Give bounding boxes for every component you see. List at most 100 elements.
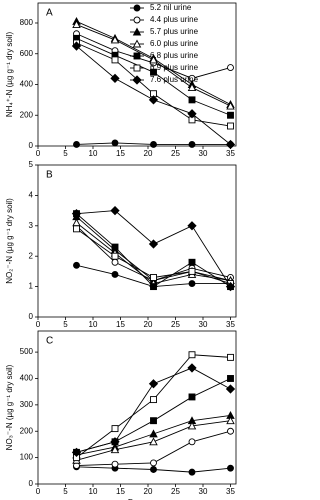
marker — [73, 225, 80, 233]
marker — [111, 425, 119, 433]
marker — [148, 239, 159, 249]
y-tick-label: 200 — [20, 110, 34, 119]
y-tick-label: 4 — [29, 191, 34, 200]
y-tick-label: 600 — [20, 49, 34, 58]
marker — [110, 35, 120, 44]
x-tick-label: 20 — [144, 320, 153, 329]
x-tick-label: 30 — [199, 149, 208, 158]
marker — [71, 41, 82, 51]
marker — [111, 258, 119, 266]
legend-marker — [132, 27, 142, 36]
marker — [110, 205, 120, 216]
legend-label: 4.4 plus urine — [150, 15, 199, 24]
y-tick-label: 0 — [29, 312, 34, 321]
y-tick-label: 500 — [20, 347, 34, 356]
panel-label: B — [46, 170, 53, 181]
panel-label: C — [46, 336, 53, 347]
x-tick-label: 25 — [171, 487, 180, 496]
x-tick-label: 25 — [171, 149, 180, 158]
legend-label: 6.9 plus urine — [150, 63, 199, 72]
marker — [150, 68, 157, 76]
marker — [188, 258, 196, 266]
plot-frame — [37, 164, 237, 318]
x-tick-label: 5 — [63, 487, 68, 496]
x-tick-label: 0 — [36, 487, 41, 496]
marker — [188, 280, 196, 288]
marker — [227, 427, 234, 435]
marker — [72, 218, 81, 227]
x-tick-label: 30 — [199, 320, 208, 329]
marker — [188, 96, 196, 104]
marker — [188, 141, 196, 148]
marker — [150, 459, 157, 467]
x-tick-label: 10 — [89, 487, 98, 496]
marker — [111, 252, 119, 260]
plot-frame — [37, 330, 237, 485]
marker — [187, 363, 197, 373]
marker — [226, 101, 235, 110]
y-tick-label: 2 — [29, 251, 34, 260]
marker — [188, 438, 196, 446]
legend-marker — [133, 4, 141, 12]
y-axis-label: NO₂⁻-N (µg g⁻¹ dry soil) — [5, 198, 14, 284]
y-tick-label: 100 — [20, 453, 34, 462]
marker — [227, 464, 234, 472]
marker — [111, 139, 119, 147]
marker — [225, 384, 236, 394]
y-tick-label: 400 — [20, 374, 34, 383]
marker — [148, 379, 159, 389]
marker — [225, 139, 236, 150]
marker — [227, 353, 234, 361]
marker — [111, 270, 119, 278]
marker — [110, 445, 120, 454]
marker — [188, 393, 196, 401]
legend-label: 6.0 plus urine — [150, 39, 199, 48]
y-tick-label: 300 — [20, 400, 34, 409]
marker — [149, 437, 158, 446]
y-tick-label: 0 — [29, 141, 34, 150]
marker — [149, 429, 158, 438]
x-tick-label: 5 — [63, 149, 68, 158]
y-tick-label: 1 — [29, 282, 34, 291]
legend-marker — [132, 39, 142, 48]
marker — [150, 274, 157, 281]
x-tick-label: 20 — [144, 487, 153, 496]
x-tick-label: 0 — [36, 149, 41, 158]
y-tick-label: 200 — [20, 426, 34, 435]
x-tick-label: 20 — [144, 149, 153, 158]
marker — [187, 421, 197, 430]
marker — [187, 83, 197, 92]
marker — [227, 122, 234, 130]
marker — [187, 221, 197, 231]
x-tick-label: 10 — [89, 149, 98, 158]
marker — [188, 351, 196, 359]
marker — [111, 243, 119, 251]
marker — [111, 460, 119, 468]
marker — [188, 267, 196, 275]
y-tick-label: 0 — [29, 479, 34, 488]
x-tick-label: 15 — [116, 320, 125, 329]
marker — [148, 95, 159, 105]
x-axis-label: Days — [128, 498, 146, 500]
legend-label: 6.8 plus urine — [150, 51, 199, 60]
marker — [72, 20, 81, 28]
marker — [150, 396, 157, 404]
marker — [150, 417, 157, 425]
x-tick-label: 15 — [116, 487, 125, 496]
y-tick-label: 800 — [20, 18, 34, 27]
legend-label: 5.7 plus urine — [150, 27, 199, 36]
x-tick-label: 5 — [63, 320, 68, 329]
marker — [71, 447, 82, 457]
marker — [226, 416, 235, 425]
legend-marker — [133, 16, 141, 24]
marker — [150, 141, 157, 148]
y-axis-label: NH₄⁺-N (µg g⁻¹ dry soil) — [5, 32, 14, 118]
legend-marker — [132, 75, 142, 85]
x-tick-label: 30 — [199, 487, 208, 496]
y-axis-label: NO₃⁻-N (µg g⁻¹ dry soil) — [5, 364, 14, 450]
y-tick-label: 5 — [29, 160, 34, 169]
marker — [150, 466, 157, 473]
x-tick-label: 25 — [171, 320, 180, 329]
marker — [227, 375, 234, 382]
marker — [150, 283, 157, 291]
